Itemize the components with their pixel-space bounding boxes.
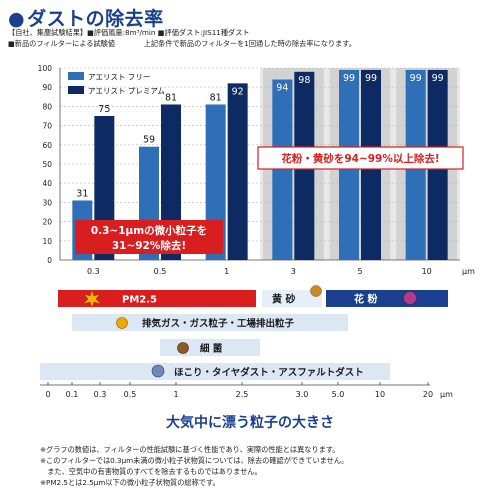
x-tick-label: 0.5 [154,267,167,276]
bar-value-label: 94 [276,83,288,94]
bar-value-label: 31 [76,188,88,199]
bacteria-label: 細 菌 [200,343,223,355]
size-scale-label: 10 [375,390,385,399]
size-scale-label: 0.5 [124,390,137,399]
yellow-sand-band [262,290,322,307]
y-tick-label: 90 [42,83,52,92]
footnote-4: ※PM2.5とは2.5μm以下の微小粒子状物質の総称です。 [40,478,220,487]
dust-label: ほこり・タイヤダスト・アスファルトダスト [174,367,364,379]
bar-value-label: 99 [343,73,355,84]
callout-large-box [257,146,464,170]
legend-swatch [68,72,84,80]
legend-label: アエリスト フリー [88,73,150,82]
exhaust-label: 排気ガス・ガス粒子・工場排出粒子 [142,318,295,330]
bar-value-label: 59 [143,135,155,146]
bar-value-label: 99 [410,73,422,84]
y-tick-label: 80 [42,102,52,111]
callout-large-text: 花粉・黄砂を94~99%以上除去! [281,152,439,165]
yellow-sand-label: 黄 砂 [272,293,295,306]
y-tick-label: 30 [42,198,52,207]
note-line-1: 【自社、集塵試験結果】■評価風量:8m³/min ■評価ダスト:JIS11種ダス… [8,28,250,37]
x-tick-label: 3 [291,267,296,276]
y-tick-label: 60 [42,141,52,150]
pollen-band [326,290,448,307]
pm25-label: PM2.5 [122,295,157,306]
title-text: ダストの除去率 [27,8,164,30]
callout-small-line-2: 31~92%除去! [112,239,186,252]
bullet-icon: ● [8,8,26,30]
x-unit-label: μm [462,267,475,276]
bar [227,83,248,260]
dust-icon [151,364,165,378]
bar-value-label: 99 [432,73,444,84]
x-tick-label: 10 [422,267,432,276]
note-line-2: ■新品のフィルターによる試験値 上記条件で新品のフィルターを1回通した時の除去率… [8,39,356,48]
y-tick-label: 20 [42,218,52,227]
size-scale-label: 1 [173,390,178,399]
dust-band [40,363,390,380]
bar-value-label: 99 [365,73,377,84]
callout-small-line-1: 0.3~1μmの微小粒子を [91,224,207,237]
yellow-sand-icon [310,285,322,297]
footnote-3: また、空気中の有害物質のすべてを除去するものではありません。 [40,467,262,476]
bar-value-label: 98 [298,75,310,86]
pollen-label: 花 粉 [354,293,377,306]
pollen-icon [403,291,417,305]
legend-label: アエリスト プレミアム [88,87,165,96]
size-scale-label: 0.3 [94,390,107,399]
page-title: ● ダストの除去率 [8,4,164,31]
size-scale-label: 0.1 [66,390,79,399]
y-tick-label: 10 [42,237,52,246]
x-tick-label: 0.3 [87,267,100,276]
y-tick-label: 70 [42,122,52,131]
bar-value-label: 81 [210,92,222,103]
exhaust-band [72,314,348,331]
bar-value-label: 92 [232,86,244,97]
callout-small-box [75,220,223,254]
size-scale-label: 2.5 [236,390,249,399]
size-scale-label: 0 [45,390,50,399]
size-scale-label: 5.0 [332,390,345,399]
bacteria-icon [177,342,189,354]
y-tick-label: 0 [47,256,52,265]
footnote-2: ※このフィルターでは0.3μm未満の微小粒子状物質については、除去の確認ができて… [40,456,349,465]
pm25-band [58,290,256,307]
y-tick-label: 100 [38,64,53,73]
particle-size-title: 大気中に漂う粒子の大きさ [166,415,334,431]
bar-value-label: 81 [165,92,177,103]
bar [272,79,293,260]
size-scale-label: 3.0 [296,390,309,399]
y-tick-label: 50 [42,160,52,169]
size-scale-unit: μm [440,390,453,399]
size-scale-label: 20 [423,390,433,399]
x-tick-label: 5 [357,267,362,276]
x-tick-label: 1 [224,267,229,276]
legend-swatch [68,86,84,94]
exhaust-icon [116,317,128,329]
pm25-icon [82,289,102,309]
footnote-1: ※グラフの数値は、フィルターの性能試験に基づく性能であり、実際の性能とは異なりま… [40,445,340,454]
bar-value-label: 75 [98,104,110,115]
y-tick-label: 40 [42,179,52,188]
